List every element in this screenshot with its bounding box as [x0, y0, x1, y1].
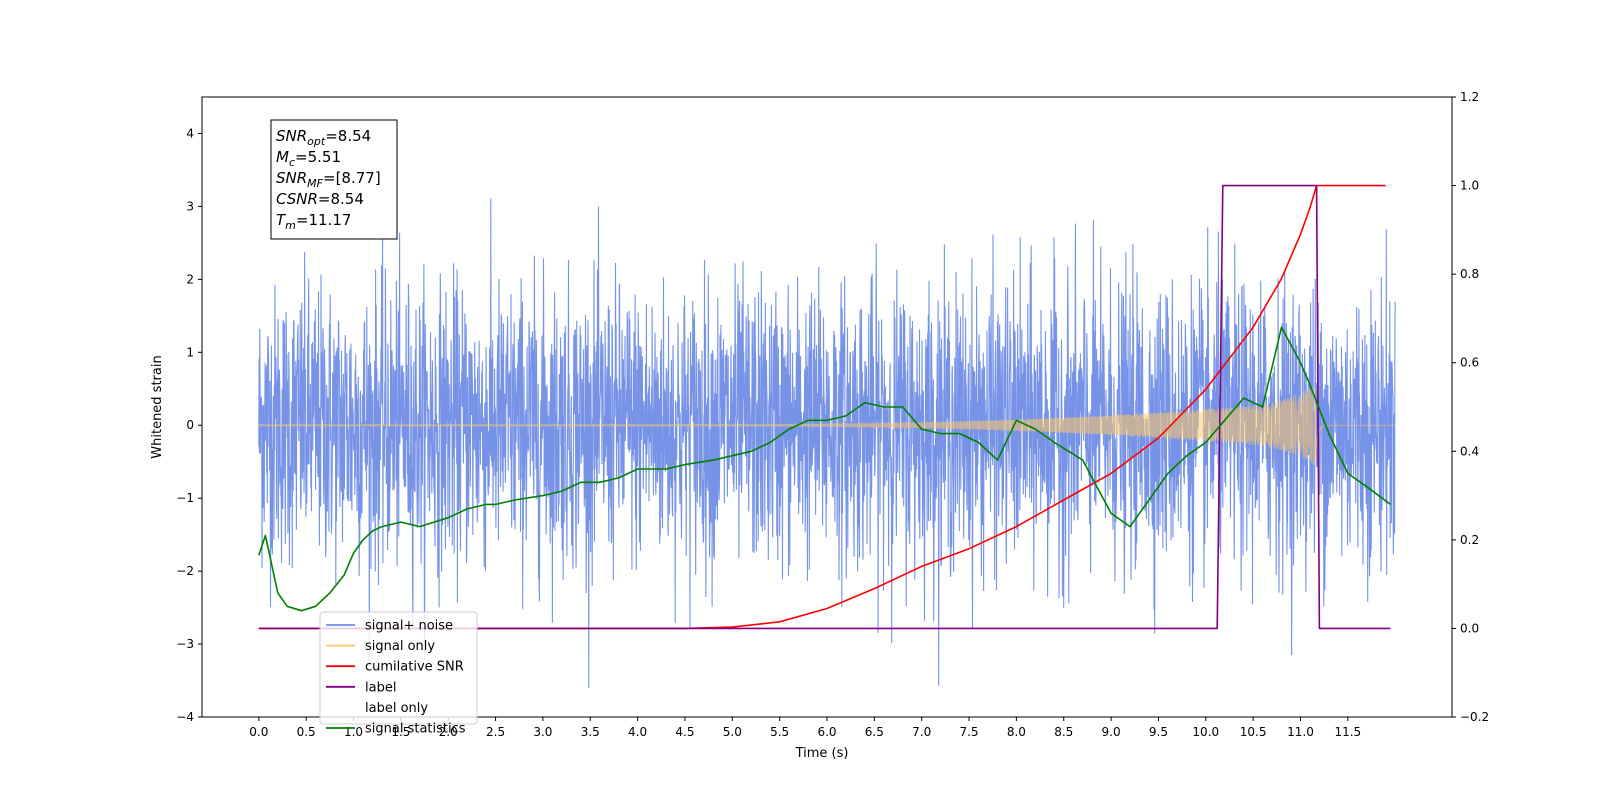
y-axis-left: 4 3 2 1 0 −1 −2 −3 −4	[176, 126, 202, 724]
y2-tick-label: 0.2	[1460, 533, 1479, 547]
x-tick-label: 9.5	[1149, 725, 1168, 739]
x-tick-label: 1.5	[391, 725, 410, 739]
annotation-line: SNRMF=[8.77]	[276, 169, 381, 190]
y-tick-label: −1	[176, 491, 194, 505]
x-tick-label: 6.5	[865, 725, 884, 739]
legend-label: label only	[365, 701, 428, 716]
right-axis-series-layer	[258, 184, 1391, 630]
y2-tick-label: 1.0	[1460, 179, 1479, 193]
y-axis-label: Whitened strain	[150, 355, 165, 458]
y2-tick-label: 1.2	[1460, 90, 1479, 104]
y-tick-label: −2	[176, 564, 194, 578]
x-tick-label: 5.0	[723, 725, 742, 739]
legend-label: signal only	[365, 639, 435, 654]
legend-label: signal+ noise	[365, 619, 453, 634]
series-line-signal-statistics	[258, 326, 1391, 612]
y-tick-label: 2	[186, 272, 194, 286]
series-line-signal-only	[258, 387, 1396, 466]
series-line-cumulative-snr	[258, 184, 1386, 630]
x-tick-label: 10.5	[1240, 725, 1267, 739]
y2-tick-label: 0.8	[1460, 267, 1479, 281]
y-tick-label: 3	[186, 199, 194, 213]
y-tick-label: −3	[176, 637, 194, 651]
legend: signal+ noise signal only cumilative SNR la…	[319, 611, 478, 737]
x-tick-label: 0.0	[249, 725, 268, 739]
signal-series-layer	[258, 387, 1396, 466]
y-tick-label: 0	[186, 418, 194, 432]
x-tick-label: 3.5	[581, 725, 600, 739]
y2-tick-label: 0.6	[1460, 356, 1479, 370]
x-tick-label: 3.0	[533, 725, 552, 739]
annotation-frame	[270, 119, 398, 240]
x-tick-label: 7.0	[912, 725, 931, 739]
x-tick-label: 2.5	[486, 725, 505, 739]
x-tick-label: 11.0	[1287, 725, 1314, 739]
y2-tick-label: 0.4	[1460, 444, 1479, 458]
x-tick-label: 8.0	[1007, 725, 1026, 739]
x-tick-label: 5.5	[770, 725, 789, 739]
y2-tick-label: 0.0	[1460, 621, 1479, 635]
x-tick-label: 4.0	[628, 725, 647, 739]
legend-label: cumilative SNR	[365, 660, 464, 675]
series-line-signal-noise	[258, 198, 1396, 688]
y-tick-label: 4	[186, 126, 194, 140]
x-tick-label: 7.5	[959, 725, 978, 739]
y-tick-label: −4	[176, 710, 194, 724]
annotation-line: Tm=11.17	[276, 211, 351, 232]
y-axis-right: 1.2 1.0 0.8 0.6 0.4 0.2 0.0 −0.2	[1452, 90, 1489, 724]
annotation-line: Mc=5.51	[276, 148, 341, 169]
x-tick-label: 0.5	[297, 725, 316, 739]
x-tick-label: 8.5	[1054, 725, 1073, 739]
annotation-line: SNRopt=8.54	[276, 127, 371, 148]
legend-label: signal statistics	[365, 722, 466, 737]
x-tick-label: 10.0	[1192, 725, 1219, 739]
noise-series-layer	[258, 198, 1396, 688]
annotation-line: CSNR=8.54	[276, 190, 364, 208]
y-tick-label: 1	[186, 345, 194, 359]
legend-label: label	[365, 680, 396, 695]
x-axis-label: Time (s)	[795, 746, 849, 761]
x-axis: 0.0 0.5 1.0 1.5 2.0 2.5 3.0 3.5 4.0 4.5 5.0 5.5 6.0 6…	[249, 717, 1361, 739]
x-tick-label: 6.0	[817, 725, 836, 739]
x-tick-label: 9.0	[1102, 725, 1121, 739]
legend-frame	[319, 611, 478, 725]
x-tick-label: 2.0	[439, 725, 458, 739]
series-line-label	[258, 184, 1391, 630]
x-tick-label: 11.5	[1334, 725, 1361, 739]
x-tick-label: 4.5	[675, 725, 694, 739]
y2-tick-label: −0.2	[1460, 710, 1489, 724]
